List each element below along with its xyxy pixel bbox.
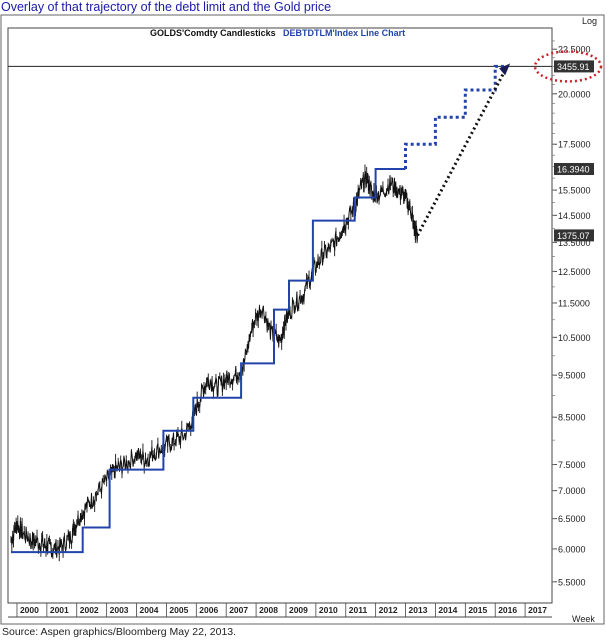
y-tick-label: 17.5000	[558, 140, 591, 150]
x-tick-label: 2010	[319, 605, 338, 615]
x-tick-label: 2011	[349, 605, 368, 615]
gold-series-line	[10, 170, 418, 558]
x-tick-label: 2008	[259, 605, 278, 615]
outer-frame	[0, 14, 605, 625]
x-tick-label: 2007	[229, 605, 248, 615]
value-labels: 3455.91 16.3940 1375.07	[533, 50, 603, 242]
y-tick-label: 13.5000	[558, 238, 591, 248]
x-tick-label: 2015	[468, 605, 487, 615]
page-title: Overlay of that trajectory of the debt l…	[1, 0, 332, 14]
y-tick-label: 7.5000	[558, 460, 586, 470]
y-tick-label: 14.5000	[558, 211, 591, 221]
chart-frame	[0, 14, 605, 625]
y-axis: 5.5000 6.0000 6.5000 7.0000 7.5000 8.5000 9.50…	[552, 16, 597, 587]
x-tick-label: 2017	[528, 605, 547, 615]
projection-arrowhead	[499, 63, 511, 76]
value-label-projection-box	[554, 60, 594, 73]
y-tick-label: 7.0000	[558, 486, 586, 496]
y-tick-label: 15.5000	[558, 186, 591, 196]
y-tick-label: 6.0000	[558, 544, 586, 554]
legend-debt: DEBTDTLM'Index Line Chart	[283, 28, 405, 38]
y-tick-label: 5.5000	[558, 577, 586, 587]
legend: GOLDS'Comdty Candlesticks DEBTDTLM'Index …	[150, 28, 405, 38]
x-tick-label: 2009	[289, 605, 308, 615]
chart: 2000 2001 2002 2003 2004 2005 2006 2007 2008 2009…	[0, 14, 605, 625]
highlight-ellipse	[533, 50, 603, 83]
value-label-gold-box	[554, 229, 594, 242]
y-tick-label: 8.5000	[558, 413, 586, 423]
x-tick-label: 2000	[20, 605, 39, 615]
y-tick-label: 9.5000	[558, 371, 586, 381]
plot-area	[7, 27, 553, 604]
y-tick-label: 10.5000	[558, 333, 591, 343]
x-scale-label: Week	[572, 614, 595, 624]
series-layer	[10, 63, 511, 562]
x-tick-label: 2005	[169, 605, 188, 615]
x-tick-label: 2012	[379, 605, 398, 615]
legend-gold: GOLDS'Comdty Candlesticks	[150, 28, 276, 38]
x-tick-label: 2001	[50, 605, 69, 615]
x-tick-label: 2006	[199, 605, 218, 615]
value-label-projection: 3455.91	[557, 62, 590, 72]
debt-limit-line	[11, 168, 406, 554]
gold-projection-line	[416, 65, 509, 237]
x-tick-label: 2013	[409, 605, 428, 615]
debt-projection-line	[404, 64, 508, 169]
y-tick-label: 20.0000	[558, 89, 591, 99]
y-tick-label: 22.5000	[558, 45, 591, 55]
x-tick-label: 2002	[80, 605, 99, 615]
value-label-debt-box	[554, 163, 594, 176]
y-scale-label: Log	[582, 16, 597, 26]
y-tick-label: 12.5000	[558, 267, 591, 277]
y-tick-label: 11.5000	[558, 298, 590, 308]
x-tick-label: 2004	[140, 605, 159, 615]
x-tick-label: 2014	[438, 605, 457, 615]
x-axis: 2000 2001 2002 2003 2004 2005 2006 2007 2008 2009…	[16, 603, 595, 624]
x-tick-label: 2016	[498, 605, 517, 615]
value-label-gold: 1375.07	[557, 231, 590, 241]
x-tick-label: 2003	[110, 605, 129, 615]
source-note: Source: Aspen graphics/Bloomberg May 22,…	[2, 626, 237, 638]
y-tick-label: 6.5000	[558, 514, 586, 524]
value-label-debt: 16.3940	[557, 165, 590, 175]
